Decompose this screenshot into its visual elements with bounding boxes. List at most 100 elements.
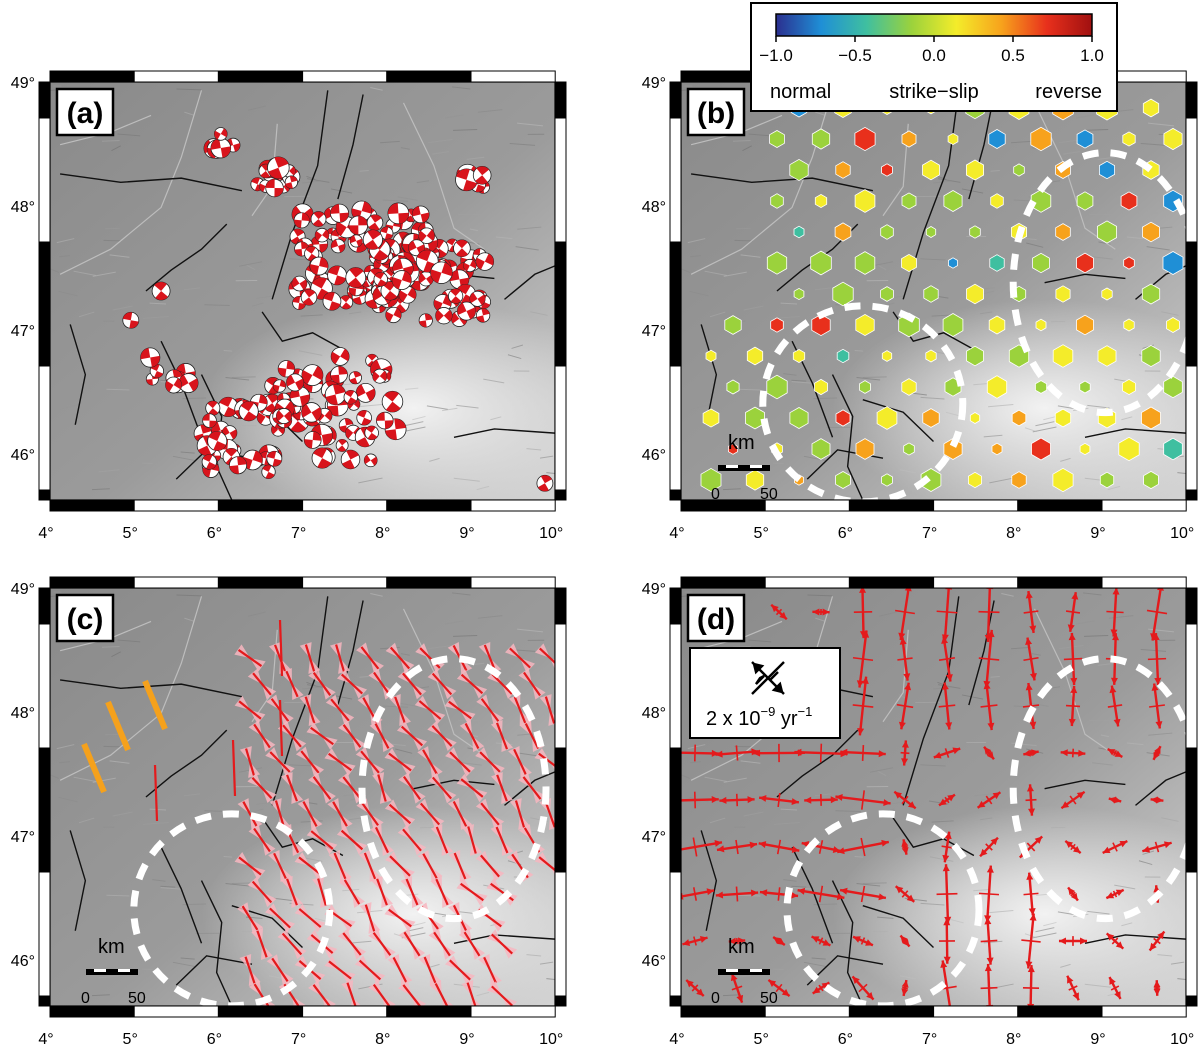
longitude-tick: 10° <box>539 1031 563 1048</box>
focal-mechanism <box>419 314 432 327</box>
style-hexagon <box>727 380 739 394</box>
style-hexagon <box>881 225 894 240</box>
longitude-tick: 8° <box>1006 1031 1021 1048</box>
style-hexagon <box>1121 192 1137 210</box>
style-hexagon <box>924 286 938 303</box>
longitude-tick: 9° <box>459 1031 474 1048</box>
style-hexagon <box>1033 253 1050 272</box>
style-hexagon <box>1035 381 1046 394</box>
style-hexagon <box>860 381 871 394</box>
latitude-tick: 49° <box>642 75 666 92</box>
longitude-tick: 6° <box>207 525 222 542</box>
focal-mechanism <box>276 408 291 423</box>
focal-mechanism <box>336 439 348 451</box>
style-hexagon <box>882 351 891 362</box>
colorbar-label-reverse: reverse <box>1035 81 1102 103</box>
focal-mechanism <box>311 212 326 227</box>
focal-mechanism <box>412 206 429 223</box>
style-hexagon <box>1077 192 1093 210</box>
style-hexagon <box>902 254 917 271</box>
focal-mechanism <box>357 410 372 425</box>
strain-legend-exponent: −9 <box>760 704 775 719</box>
focal-mechanism <box>349 216 368 235</box>
scale-bar-max: 50 <box>128 990 146 1007</box>
colorbar-tick: −0.5 <box>838 46 872 65</box>
style-hexagon <box>902 193 916 209</box>
style-hexagon <box>1055 409 1070 427</box>
style-hexagon <box>815 194 826 207</box>
style-hexagon <box>1100 472 1113 488</box>
latitude-tick: 48° <box>642 705 666 722</box>
style-hexagon <box>989 316 1005 334</box>
focal-mechanism <box>211 138 231 158</box>
focal-mechanism <box>152 282 170 300</box>
longitude-tick: 5° <box>754 525 769 542</box>
focal-mechanism <box>273 380 285 392</box>
style-hexagon <box>1077 130 1093 148</box>
focal-mechanism <box>367 215 383 231</box>
longitude-tick: 4° <box>669 525 684 542</box>
focal-mechanism <box>214 128 227 141</box>
latitude-tick: 47° <box>642 323 666 340</box>
panel-label: (a) <box>67 97 104 130</box>
style-hexagon <box>1124 257 1135 269</box>
colorbar-tick: 0.5 <box>1001 46 1025 65</box>
longitude-tick: 9° <box>459 525 474 542</box>
style-hexagon <box>1056 224 1071 241</box>
focal-mechanism <box>328 266 347 285</box>
style-hexagon <box>1014 164 1025 176</box>
focal-mechanism <box>229 457 246 474</box>
focal-mechanism <box>454 240 471 257</box>
colorbar-tick: 1.0 <box>1080 46 1104 65</box>
longitude-tick: 6° <box>838 525 853 542</box>
longitude-tick: 6° <box>207 1031 222 1048</box>
focal-mechanism <box>346 268 366 288</box>
strain-rate-legend: 2 x 10−9 yr−1 <box>690 648 840 738</box>
style-hexagon <box>1036 319 1046 331</box>
latitude-tick: 47° <box>11 829 35 846</box>
panel-c: 49°48°47°46°4°5°6°7°8°9°10°(c) <box>11 577 626 1048</box>
focal-mechanism <box>330 204 348 222</box>
panel-label: (b) <box>697 97 735 130</box>
longitude-tick: 10° <box>539 525 563 542</box>
focal-mechanism <box>267 157 289 179</box>
style-hexagon <box>990 255 1004 272</box>
focal-mechanism <box>537 475 553 491</box>
style-hexagon <box>970 413 979 424</box>
style-hexagon <box>1102 288 1112 300</box>
focal-mechanism <box>208 431 227 450</box>
longitude-tick: 5° <box>123 525 138 542</box>
panel-b: 49°48°47°46°4°5°6°7°8°9°10°(b) <box>642 71 1200 542</box>
style-hexagon <box>1080 381 1090 393</box>
focal-mechanism <box>363 230 382 249</box>
latitude-tick: 48° <box>11 199 35 216</box>
style-hexagon <box>836 472 851 489</box>
latitude-tick: 49° <box>11 75 35 92</box>
focal-mechanism <box>476 253 494 271</box>
colorbar-label-strike-slip: strike−slip <box>889 81 978 103</box>
focal-mechanism <box>388 203 409 224</box>
focal-mechanism <box>331 366 348 383</box>
svg-text:2 x 10−9 yr−1: 2 x 10−9 yr−1 <box>706 704 812 730</box>
style-hexagon <box>1124 319 1134 331</box>
longitude-tick: 8° <box>375 1031 390 1048</box>
style-hexagon <box>771 318 784 332</box>
focal-mechanism <box>267 451 282 466</box>
longitude-tick: 7° <box>291 525 306 542</box>
focal-mechanism <box>382 391 403 412</box>
focal-mechanism <box>239 402 258 421</box>
focal-mechanism <box>323 292 341 310</box>
scale-bar-zero: 0 <box>81 990 90 1007</box>
style-hexagon <box>1167 318 1180 333</box>
style-hexagon <box>949 258 958 268</box>
focal-mechanism <box>141 348 160 367</box>
scale-bar-unit: km <box>728 936 755 958</box>
style-hexagon <box>1144 471 1159 488</box>
colorbar-ramp <box>776 14 1092 36</box>
longitude-tick: 9° <box>1090 525 1105 542</box>
style-hexagon <box>771 194 784 209</box>
scale-bar-unit: km <box>728 432 755 454</box>
scale-bar-unit: km <box>98 936 125 958</box>
strain-legend-value: 2 x 10 <box>706 708 760 730</box>
